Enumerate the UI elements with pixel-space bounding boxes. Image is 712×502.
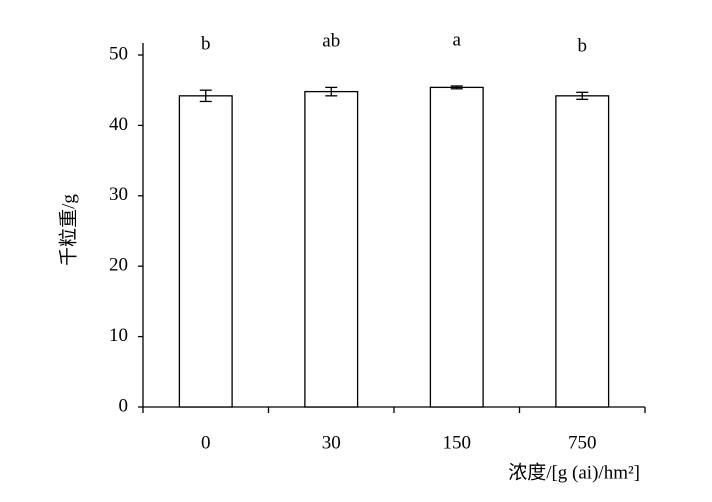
y-tick-label: 50 xyxy=(109,43,128,64)
y-axis-label: 千粒重/g xyxy=(57,194,79,266)
significance-label: b xyxy=(578,36,588,57)
y-tick-label: 20 xyxy=(109,255,128,276)
bar xyxy=(555,95,610,408)
y-tick-label: 40 xyxy=(109,114,128,135)
significance-label: ab xyxy=(322,31,340,52)
significance-label: a xyxy=(453,29,462,50)
bar xyxy=(429,86,484,408)
x-axis-label: 浓度/[g (ai)/hm²] xyxy=(508,461,640,483)
y-tick-label: 10 xyxy=(109,325,128,346)
significance-label: b xyxy=(201,34,211,55)
x-tick-label: 750 xyxy=(568,432,597,453)
x-tick-label: 30 xyxy=(322,432,341,453)
x-tick-label: 0 xyxy=(201,432,211,453)
bar xyxy=(304,90,359,408)
bar xyxy=(178,95,233,408)
x-tick-label: 150 xyxy=(443,432,472,453)
y-tick-label: 30 xyxy=(109,184,128,205)
y-tick-label: 0 xyxy=(119,395,129,416)
